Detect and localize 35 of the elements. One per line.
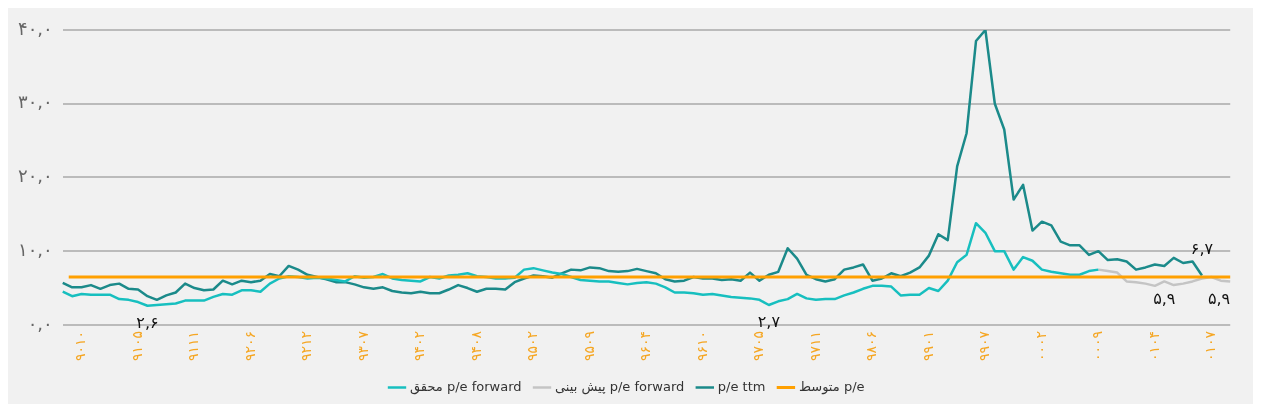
data-label: ۵,۹ bbox=[1207, 288, 1231, 308]
legend-label: محقق p/e forward bbox=[410, 378, 522, 395]
x-tick-label: ۹۷۱۱ bbox=[806, 330, 823, 361]
x-tick-label: ۹۴۰۲ bbox=[411, 330, 428, 361]
data-label: ۲,۶ bbox=[136, 312, 159, 332]
y-tick-label: ۳۰,۰ bbox=[17, 91, 53, 113]
data-label: ۶,۷ bbox=[1190, 238, 1214, 258]
x-tick-label: ۹۳۰۷ bbox=[354, 330, 371, 361]
x-tick-label: ۹۵۰۲ bbox=[524, 330, 541, 361]
x-tick-label: ۹۴۰۸ bbox=[467, 330, 484, 361]
x-tick-label: ۹۲۰۶ bbox=[241, 330, 258, 361]
x-tick-label: ۰۱۰۷ bbox=[1202, 330, 1219, 361]
x-tick-label: ۹۲۱۲ bbox=[298, 330, 315, 361]
x-tick-label: ۹۶۱۰ bbox=[693, 330, 710, 361]
y-tick-label: ۱۰,۰ bbox=[17, 238, 53, 260]
legend-label: متوسط p/e bbox=[798, 378, 865, 395]
x-tick-label: ۹۷۰۵ bbox=[750, 330, 767, 361]
x-tick-label: ۹۰۱۰ bbox=[72, 330, 89, 361]
data-label: ۲,۷ bbox=[757, 312, 781, 332]
x-tick-label: ۹۵۰۹ bbox=[580, 330, 597, 361]
x-tick-label: ۹۱۱۱ bbox=[185, 330, 202, 361]
y-tick-label: ۴۰,۰ bbox=[17, 17, 53, 39]
legend-label: p/e ttm bbox=[717, 378, 766, 394]
legend-label: پیش بینی p/e forward bbox=[555, 378, 685, 395]
x-tick-label: ۰۱۰۴ bbox=[1145, 330, 1162, 361]
data-label: ۵,۹ bbox=[1153, 288, 1176, 308]
x-tick-label: ۰۰۰۲ bbox=[1032, 330, 1049, 361]
y-tick-label: ۲۰,۰ bbox=[17, 165, 53, 187]
x-tick-label: ۹۹۰۷ bbox=[976, 330, 993, 361]
x-tick-label: ۹۶۰۴ bbox=[637, 330, 654, 361]
x-tick-label: ۹۸۰۶ bbox=[863, 330, 880, 361]
x-tick-label: ۰۰۰۹ bbox=[1089, 330, 1106, 361]
x-tick-label: ۹۹۰۱ bbox=[919, 330, 936, 361]
y-tick-label: ۰,۰ bbox=[27, 312, 53, 334]
x-tick-label: ۹۱۰۵ bbox=[128, 330, 145, 361]
